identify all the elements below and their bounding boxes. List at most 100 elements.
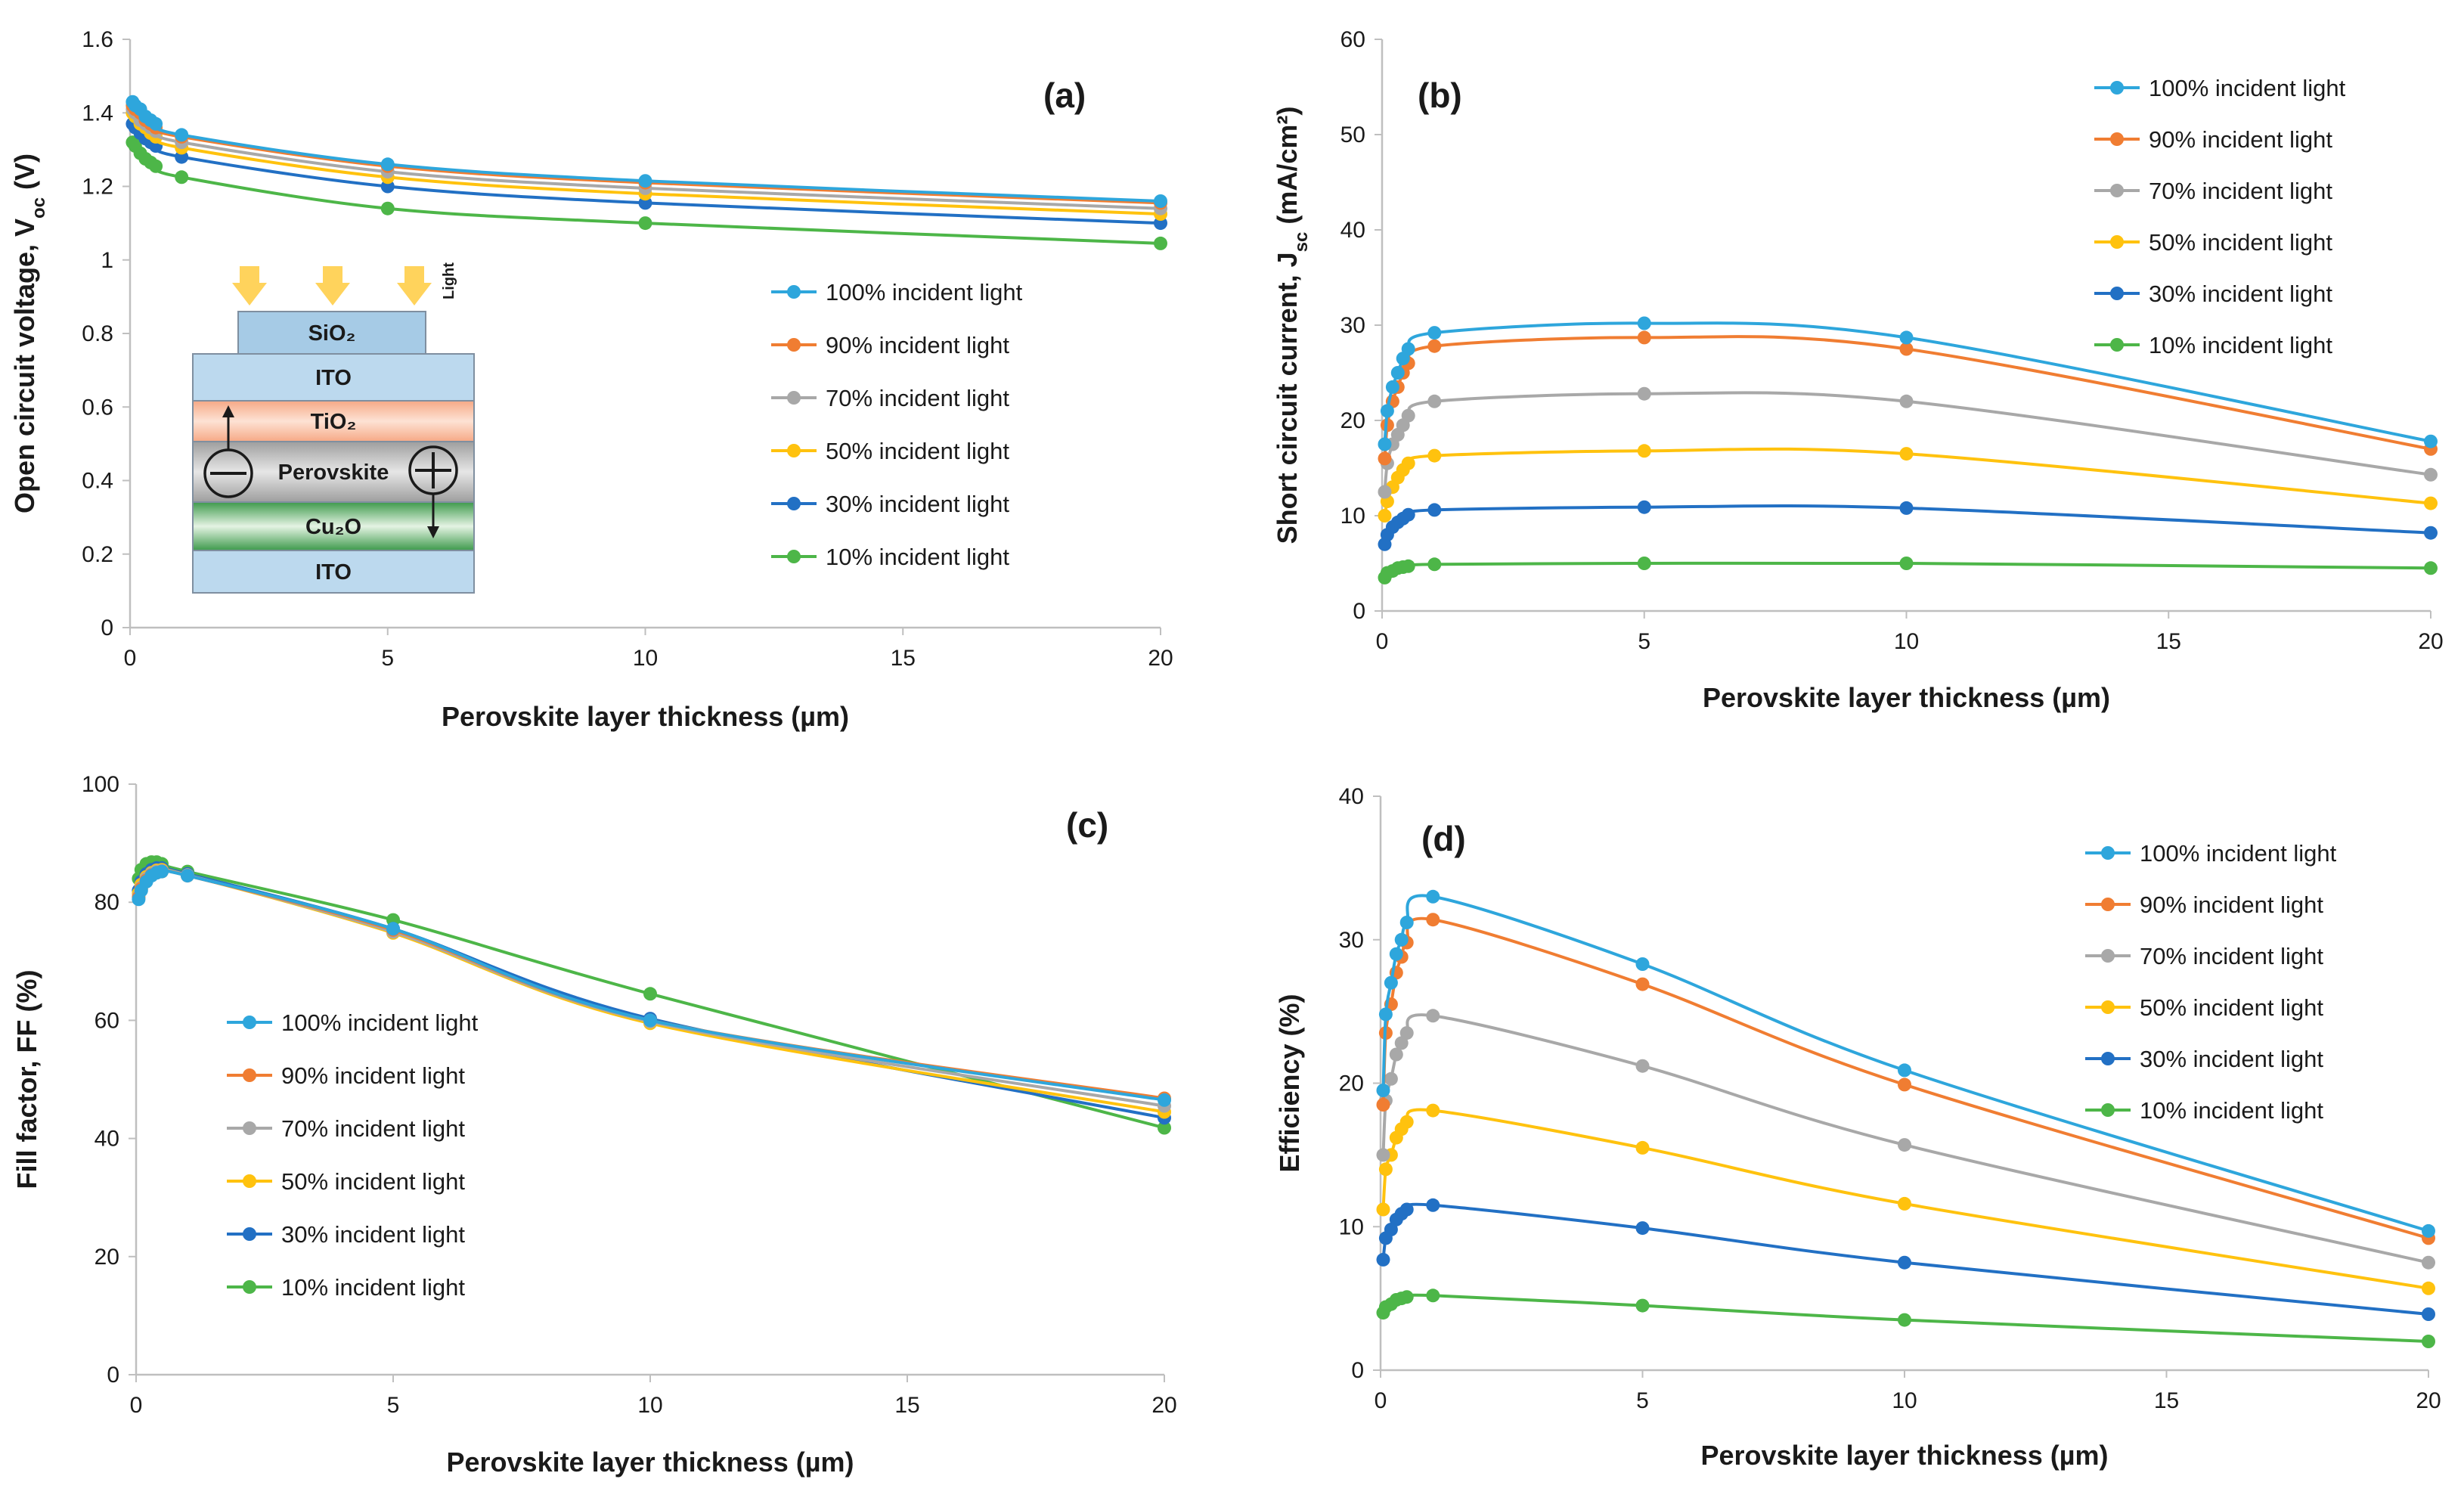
legend: 100% incident light 90% incident light 70%… xyxy=(771,279,1023,570)
legend-label: 70% incident light xyxy=(281,1115,465,1142)
data-point xyxy=(1378,437,1392,451)
legend-swatch-marker xyxy=(243,1016,256,1029)
legend-swatch-marker xyxy=(2101,898,2115,911)
legend-label: 50% incident light xyxy=(2149,229,2332,256)
y-tick-label: 100 xyxy=(82,772,119,797)
layer-tio2-label: TiO₂ xyxy=(311,410,357,434)
data-point xyxy=(1401,408,1415,423)
data-point xyxy=(2422,1281,2435,1295)
data-point xyxy=(149,116,163,131)
legend-label: 50% incident light xyxy=(281,1168,465,1195)
data-point xyxy=(1635,977,1650,991)
data-point xyxy=(1378,1162,1393,1177)
data-point xyxy=(1637,557,1651,570)
legend-swatch-marker xyxy=(787,285,801,299)
legend-swatch-marker xyxy=(2101,949,2115,963)
legend-swatch-marker xyxy=(243,1280,256,1294)
data-point xyxy=(1426,1288,1440,1303)
y-tick-label: 60 xyxy=(1340,27,1365,52)
y-tick-label: 40 xyxy=(1340,218,1365,243)
legend-item: 50% incident light xyxy=(771,438,1009,464)
data-point xyxy=(1399,1290,1414,1304)
data-point xyxy=(155,864,169,879)
data-point xyxy=(2424,434,2438,448)
x-tick-label: 0 xyxy=(130,1393,143,1418)
data-point xyxy=(1426,1103,1440,1118)
y-tick-label: 0.6 xyxy=(82,395,113,420)
legend-label: 10% incident light xyxy=(826,544,1009,570)
layer-ito-bottom xyxy=(192,550,475,594)
y-tick-label: 20 xyxy=(1340,408,1365,433)
layer-perovskite-label: Perovskite xyxy=(278,461,389,485)
x-axis-title: Perovskite layer thickness (µm) xyxy=(442,701,849,732)
data-point xyxy=(1158,1121,1171,1135)
data-point xyxy=(1401,342,1415,356)
series-70pct xyxy=(1376,1009,2435,1270)
legend-label: 30% incident light xyxy=(2140,1046,2323,1072)
legend-item: 30% incident light xyxy=(2094,281,2332,307)
legend-item: 90% incident light xyxy=(2094,126,2332,153)
legend-label: 100% incident light xyxy=(281,1009,479,1036)
data-point xyxy=(1426,913,1440,927)
legend-label: 10% incident light xyxy=(2140,1097,2323,1124)
data-point xyxy=(2424,526,2438,540)
light-arrow-icon xyxy=(397,266,432,305)
data-point xyxy=(1376,1252,1390,1267)
legend-swatch-marker xyxy=(787,338,801,352)
data-point xyxy=(2424,561,2438,575)
y-tick-label: 0.4 xyxy=(82,469,113,494)
chart-panel-c: 0 5 10 15 20 0 20 40 60 80 100 Perovskite layer thi… xyxy=(11,772,1177,1478)
legend-item: 100% incident light xyxy=(227,1009,479,1036)
data-point xyxy=(1154,194,1167,208)
legend-label: 10% incident light xyxy=(2149,332,2332,358)
x-tick-label: 5 xyxy=(1638,629,1650,654)
y-axis-title-main: Efficiency (%) xyxy=(1274,994,1305,1172)
y-tick-label: 40 xyxy=(95,1127,119,1152)
data-point xyxy=(1427,394,1442,408)
layer-cu2o-label: Cu₂O xyxy=(305,515,361,539)
data-point xyxy=(1635,1140,1650,1155)
data-point xyxy=(1898,1138,1911,1152)
legend-item: 70% incident light xyxy=(771,385,1009,411)
data-point xyxy=(1376,1202,1390,1217)
y-tick-label: 0 xyxy=(1351,1358,1364,1383)
data-point xyxy=(1401,559,1415,573)
data-point xyxy=(1899,557,1914,570)
data-point xyxy=(1635,1221,1650,1236)
y-tick-label: 50 xyxy=(1340,122,1365,147)
y-axis-title-main: Fill factor, FF (%) xyxy=(11,969,42,1189)
legend-swatch-marker xyxy=(2110,81,2124,95)
panel-label: (d) xyxy=(1421,819,1466,858)
data-point xyxy=(1635,1298,1650,1313)
legend-swatch-marker xyxy=(787,444,801,457)
x-tick-label: 10 xyxy=(633,646,658,671)
y-axis-title: Short circuit current, Jsc (mA/cm²) xyxy=(1272,107,1312,544)
series-10pct xyxy=(1378,557,2438,585)
series-100pct xyxy=(1378,316,2438,451)
data-point xyxy=(1899,394,1914,408)
chart-panel-a: 0 5 10 15 20 0 0.2 0.4 0.6 0.8 1 1.2 1.4 1.6 Perovskit… xyxy=(9,27,1173,732)
y-axis-title-units: (mA/cm²) xyxy=(1272,107,1303,232)
legend-label: 30% incident light xyxy=(2149,281,2332,307)
y-tick-label: 0 xyxy=(107,1363,119,1388)
data-point xyxy=(2422,1335,2435,1348)
legend-swatch-marker xyxy=(2110,287,2124,300)
data-point xyxy=(1394,932,1409,947)
series-50pct xyxy=(1376,1103,2435,1295)
y-tick-label: 1.4 xyxy=(82,101,113,126)
y-tick-label: 40 xyxy=(1339,784,1364,809)
x-tick-label: 0 xyxy=(124,646,137,671)
legend-label: 70% incident light xyxy=(826,385,1009,411)
data-point xyxy=(1401,456,1415,470)
y-tick-label: 20 xyxy=(95,1245,119,1270)
x-axis-title: Perovskite layer thickness (µm) xyxy=(447,1447,854,1478)
data-point xyxy=(1384,975,1398,990)
legend-swatch-marker xyxy=(787,550,801,563)
data-point xyxy=(1384,1223,1398,1236)
legend-label: 90% incident light xyxy=(2140,892,2323,918)
data-point xyxy=(2424,496,2438,510)
data-point xyxy=(2422,1255,2435,1270)
layer-sio2-label: SiO₂ xyxy=(308,321,356,346)
legend-item: 100% incident light xyxy=(2085,840,2337,867)
